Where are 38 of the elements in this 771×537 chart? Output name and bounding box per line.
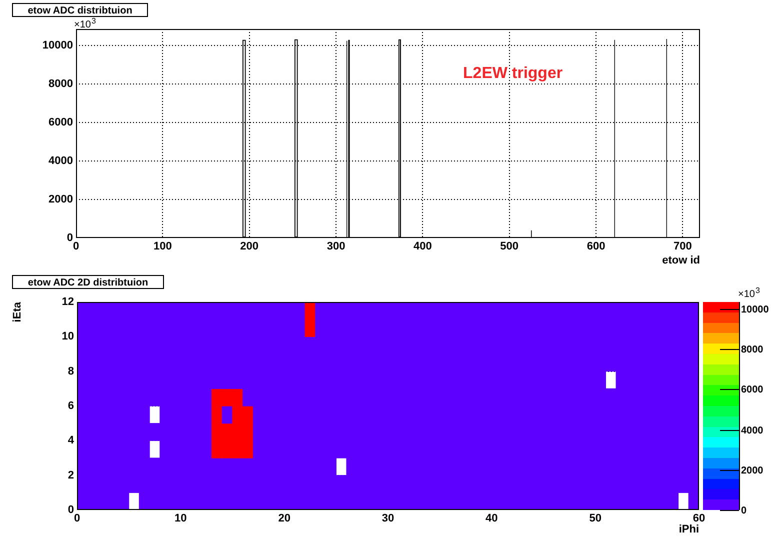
color-bar-label: 10000 — [741, 304, 770, 316]
y-tick-label: 0 — [68, 504, 74, 516]
chart-title: etow ADC 2D distribtuion — [28, 277, 148, 288]
x-tick-label: 200 — [240, 240, 259, 253]
y-tick-label: 10 — [62, 330, 74, 343]
y-tick-label: 0 — [66, 232, 73, 244]
y-tick-label: 8000 — [48, 78, 73, 90]
x-tick-label: 40 — [486, 512, 498, 525]
x-axis-title: iPhi — [678, 524, 699, 536]
y-tick-label: 2 — [68, 469, 74, 482]
y-tick-label: 6000 — [48, 116, 73, 129]
x-tick-label: 600 — [586, 240, 606, 253]
annotation: L2EW trigger — [463, 65, 563, 82]
x-tick-label: 20 — [278, 512, 290, 525]
x-tick-label: 60 — [692, 512, 706, 525]
x-axis-title: etow id — [662, 254, 700, 267]
y-tick-label: 10000 — [42, 40, 73, 52]
x-tick-label: 10 — [174, 512, 187, 525]
x-tick-label: 300 — [326, 240, 346, 253]
color-bar-label: 0 — [741, 505, 747, 516]
color-bar-label: 4000 — [741, 425, 764, 436]
chart-title: etow ADC distribtuion — [28, 5, 132, 16]
x-tick-label: 100 — [153, 240, 172, 253]
y-tick-label: 2000 — [48, 194, 73, 206]
x-tick-label: 400 — [413, 240, 432, 253]
x-tick-label: 30 — [382, 512, 394, 525]
x-tick-label: 50 — [589, 512, 602, 525]
color-bar-label: 8000 — [741, 344, 764, 356]
color-bar-label: 2000 — [741, 465, 764, 476]
x-tick-label: 700 — [673, 240, 692, 253]
y-tick-label: 6 — [68, 400, 74, 412]
y-tick-label: 12 — [62, 296, 74, 308]
y-tick-label: 4000 — [48, 155, 73, 168]
color-bar-label: 6000 — [741, 384, 764, 396]
y-axis-title: iEta — [12, 301, 24, 322]
y-tick-label: 4 — [68, 434, 75, 447]
x-tick-label: 500 — [500, 240, 519, 253]
y-tick-label: 8 — [68, 365, 74, 378]
